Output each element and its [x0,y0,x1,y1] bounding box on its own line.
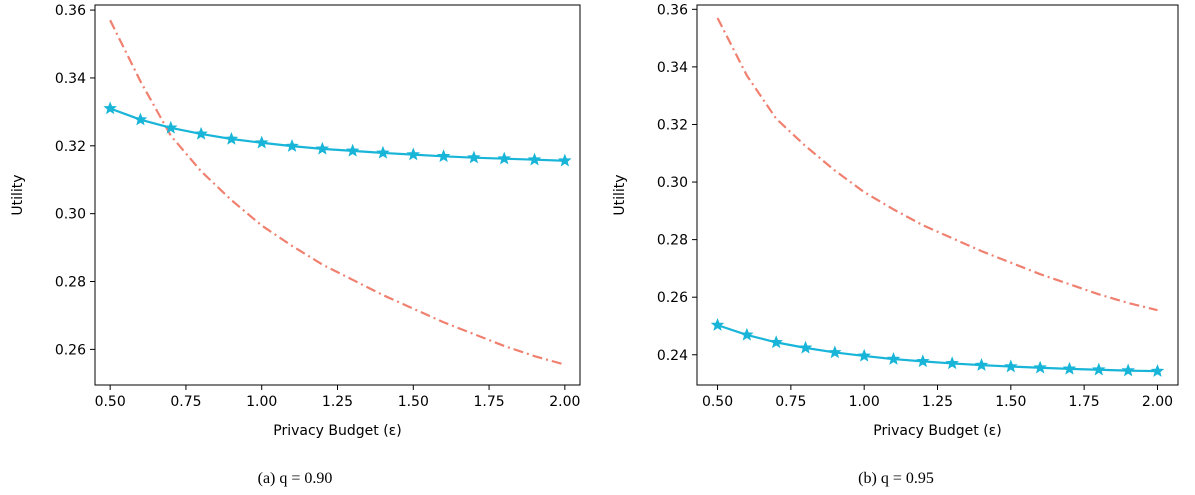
x-axis-label: Privacy Budget (ε) [873,423,1001,439]
caption-a: (a) q = 0.90 [257,470,333,487]
series-line [717,324,1158,373]
data-point [1121,363,1135,377]
data-point [285,139,299,152]
data-point [945,356,959,370]
x-tick-label: 0.75 [170,394,201,410]
y-tick-label: 0.30 [657,175,688,191]
data-point [103,101,117,115]
data-point [1150,364,1165,377]
x-tick-label: 1.75 [473,394,504,410]
y-tick-label: 0.28 [657,233,688,249]
data-point [345,143,360,157]
series-line [716,17,1158,312]
data-point [406,147,421,161]
data-point [164,120,178,134]
data-point [1004,359,1018,373]
x-tick-label: 2.00 [1142,394,1173,410]
y-tick-label: 0.26 [55,342,86,358]
y-tick-label: 0.34 [55,71,86,87]
x-tick-label: 1.50 [995,394,1026,410]
y-tick-label: 0.36 [55,3,86,19]
data-point [828,345,842,359]
series-1 [103,101,572,167]
data-point [558,153,572,167]
x-tick-label: 0.75 [775,394,806,410]
caption-b: (b) q = 0.95 [858,470,934,487]
x-tick-label: 1.00 [849,394,880,410]
y-tick-label: 0.32 [657,117,688,133]
x-tick-label: 1.50 [398,394,429,410]
data-point [254,135,269,149]
data-point [798,340,813,354]
data-point [315,141,330,155]
x-tick-label: 1.00 [246,394,277,410]
y-axis-label: Utility [10,174,26,215]
x-tick-label: 1.75 [1069,394,1100,410]
y-tick-label: 0.36 [657,2,688,18]
data-point [527,152,542,166]
data-point [740,327,754,341]
series-line [109,19,566,366]
x-tick-label: 2.00 [549,394,580,410]
series-line [109,107,565,162]
data-point [1033,360,1047,374]
y-tick-label: 0.28 [55,275,86,291]
data-point [133,112,148,126]
data-point [857,348,871,362]
data-point [1062,361,1077,375]
data-point [710,318,725,331]
chart-b: 0.50 0.75 1.00 1.25 1.50 1.75 2.00 0.24 0.26 0.28… [612,2,1179,439]
data-point [497,151,511,165]
data-point [916,354,930,368]
x-tick-label: 0.50 [95,394,126,410]
chart-panel-a: 0.50 0.75 1.00 1.25 1.50 1.75 2.00 0.26 0.28 0.30… [0,0,597,495]
chart-a: 0.50 0.75 1.00 1.25 1.50 1.75 2.00 0.26 0.28 0.30… [10,3,581,439]
series-0 [716,17,1158,312]
y-tick-label: 0.30 [55,207,86,223]
y-tick-label: 0.34 [657,60,688,76]
y-tick-label: 0.26 [657,290,688,306]
y-tick-label: 0.24 [657,348,688,364]
chart-panel-b: 0.50 0.75 1.00 1.25 1.50 1.75 2.00 0.24 0.26 0.28… [597,0,1195,495]
series-0 [109,19,566,366]
data-point [376,145,390,159]
data-point [436,149,451,163]
data-point [224,131,239,145]
data-point [467,150,481,164]
data-point [886,351,901,365]
x-tick-label: 0.50 [702,394,733,410]
x-axis-label: Privacy Budget (ε) [273,423,401,439]
data-point [974,358,989,371]
series-1 [710,318,1165,377]
plot-frame [94,4,581,386]
data-point [769,335,783,349]
y-axis-label: Utility [612,174,628,215]
data-point [1092,362,1106,376]
x-tick-label: 1.25 [322,394,353,410]
data-point [194,126,208,140]
y-tick-label: 0.32 [55,139,86,155]
plot-frame [696,4,1179,386]
x-tick-label: 1.25 [922,394,953,410]
